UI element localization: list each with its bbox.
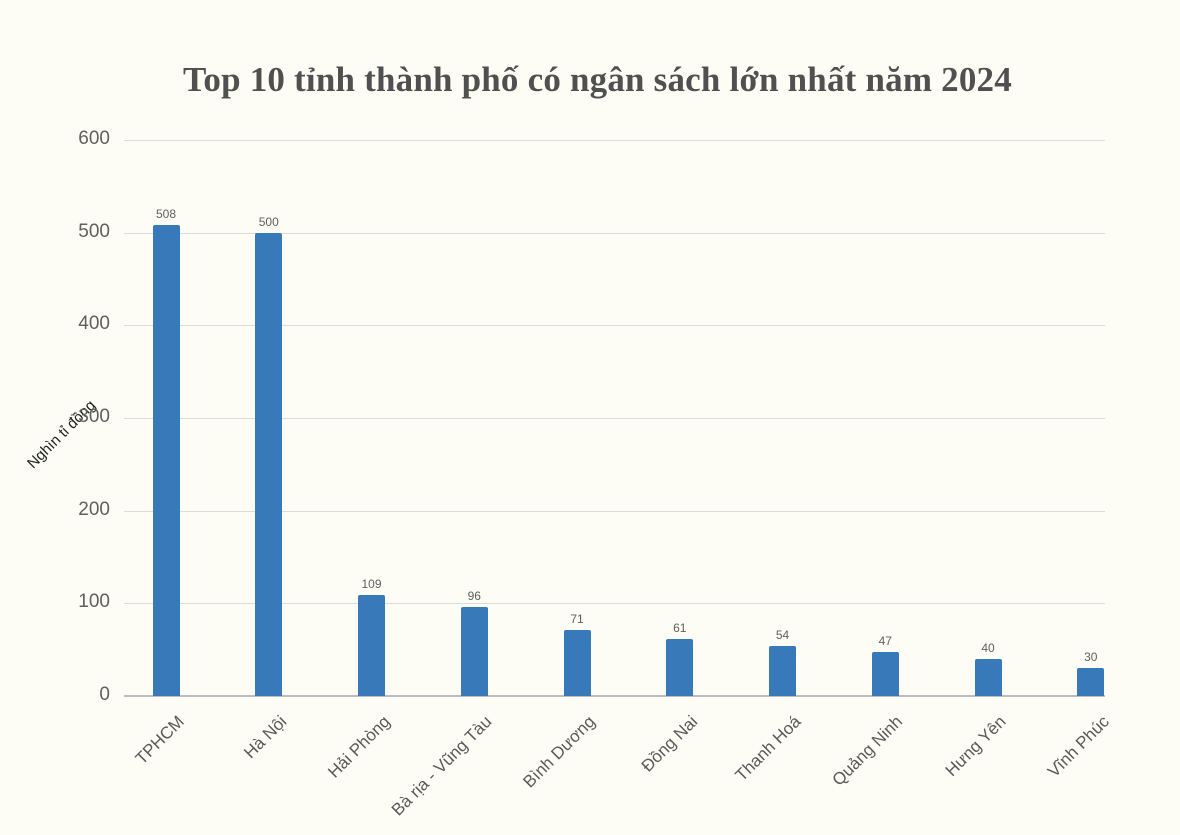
x-tick-label: Thanh Hoá — [731, 712, 805, 785]
data-label: 96 — [467, 589, 481, 604]
y-tick-label: 200 — [78, 498, 110, 520]
data-label: 47 — [878, 634, 892, 649]
data-label: 500 — [258, 214, 279, 229]
bar — [152, 225, 180, 696]
data-label: 40 — [981, 640, 995, 655]
data-label: 54 — [775, 627, 790, 642]
x-tick-label: TPHCM — [131, 712, 188, 769]
data-label: 61 — [673, 621, 687, 636]
data-label: 109 — [361, 576, 382, 591]
y-tick-label: 100 — [78, 591, 110, 613]
data-label: 30 — [1084, 650, 1098, 665]
x-tick-label: Bà rịa - Vũng Tàu — [388, 712, 496, 820]
gridline — [124, 510, 1105, 512]
x-axis-line — [124, 695, 1105, 697]
gridline — [124, 418, 1105, 419]
gridline — [124, 140, 1105, 141]
gridline — [124, 232, 1105, 234]
x-tick-label: Hưng Yên — [941, 712, 1010, 781]
bar — [666, 639, 694, 696]
y-tick-label: 0 — [99, 684, 110, 705]
x-tick-label: Quảng Ninh — [828, 712, 907, 790]
data-label: 508 — [155, 207, 177, 222]
gridline — [124, 603, 1105, 605]
x-tick-label: Vĩnh Phúc — [1043, 712, 1113, 781]
bar — [255, 232, 283, 696]
bar — [563, 630, 591, 696]
y-tick-label: 400 — [78, 313, 110, 335]
chart-title: Top 10 tỉnh thành phố có ngân sách lớn n… — [183, 60, 1012, 99]
x-tick-label: Đồng Nai — [637, 712, 702, 776]
bar — [1077, 668, 1105, 696]
y-tick-label: 500 — [78, 220, 110, 242]
bar — [769, 645, 796, 696]
data-label: 71 — [570, 612, 584, 627]
x-tick-label: Hà Nội — [239, 712, 291, 763]
gridline — [124, 325, 1105, 327]
x-tick-label: Hải Phòng — [323, 712, 394, 782]
bar — [871, 652, 899, 696]
y-tick-label: 300 — [78, 406, 110, 427]
y-tick-label: 600 — [78, 128, 110, 149]
bar — [460, 607, 488, 696]
x-tick-label: Bình Dương — [519, 712, 599, 792]
bar — [358, 594, 385, 696]
bar — [974, 658, 1002, 696]
